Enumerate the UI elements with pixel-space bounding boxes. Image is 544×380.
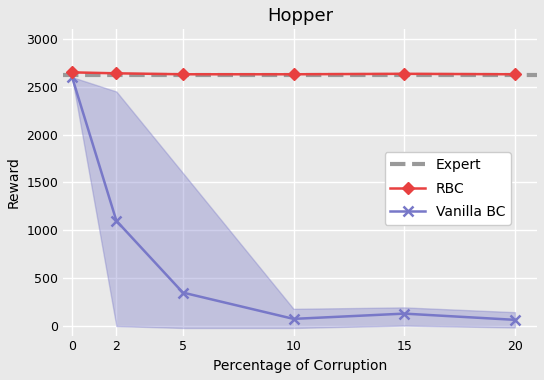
Vanilla BC bbox=[290, 317, 297, 321]
Vanilla BC bbox=[512, 318, 518, 322]
Line: Vanilla BC: Vanilla BC bbox=[67, 72, 520, 325]
Y-axis label: Reward: Reward bbox=[7, 157, 21, 208]
RBC bbox=[69, 70, 76, 74]
Vanilla BC bbox=[180, 290, 186, 295]
X-axis label: Percentage of Corruption: Percentage of Corruption bbox=[213, 359, 387, 373]
Expert bbox=[69, 73, 76, 78]
Expert bbox=[91, 73, 97, 78]
Legend: Expert, RBC, Vanilla BC: Expert, RBC, Vanilla BC bbox=[385, 152, 511, 225]
Vanilla BC bbox=[113, 218, 120, 223]
RBC bbox=[290, 72, 297, 76]
RBC bbox=[512, 72, 518, 76]
Title: Hopper: Hopper bbox=[267, 7, 333, 25]
RBC bbox=[113, 71, 120, 76]
Vanilla BC bbox=[401, 311, 407, 316]
Line: RBC: RBC bbox=[68, 68, 519, 78]
RBC bbox=[401, 71, 407, 76]
Vanilla BC bbox=[69, 75, 76, 79]
RBC bbox=[180, 72, 186, 76]
